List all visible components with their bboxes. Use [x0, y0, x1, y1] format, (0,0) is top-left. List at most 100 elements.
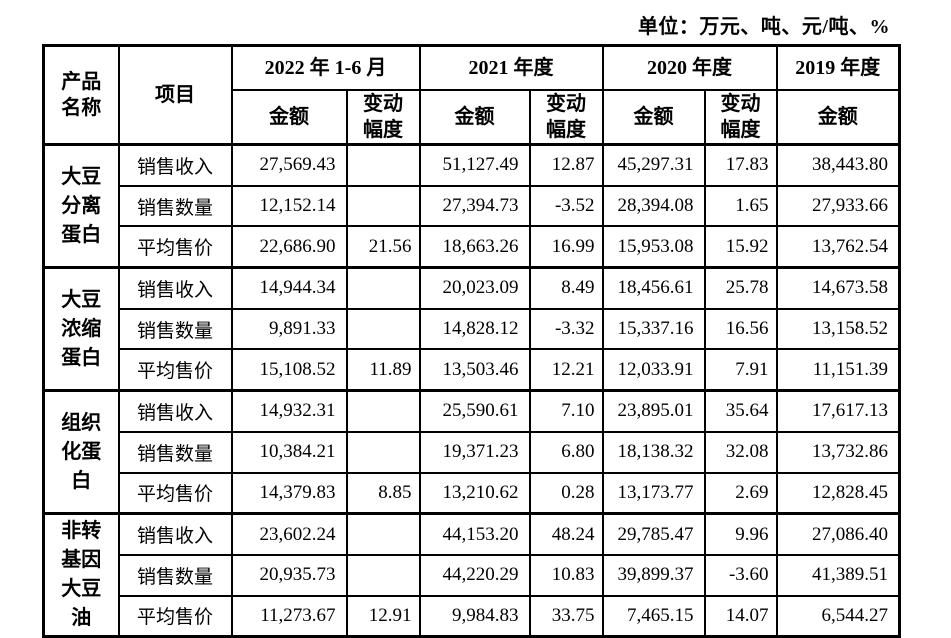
header-period-2021: 2021 年度 [418, 44, 604, 91]
product-cell: 非转基因大豆油 [42, 512, 120, 638]
amount-cell: 25,590.61 [418, 389, 531, 433]
item-cell: 销售收入 [117, 389, 233, 433]
header-change-2022: 变动幅度 [345, 89, 421, 146]
item-cell: 销售数量 [117, 553, 233, 597]
change-cell: 0.28 [528, 471, 604, 515]
table-row: 非转基因大豆油 销售收入 23,602.24 44,153.20 48.24 2… [42, 512, 901, 638]
change-cell: 1.65 [703, 184, 778, 228]
change-cell: 12.87 [528, 142, 604, 187]
product-sales-table: 产品名称 项目 2022 年 1-6 月 2021 年度 2020 年度 201… [42, 44, 902, 638]
amount-cell: 6,544.27 [775, 594, 901, 638]
amount-cell: 18,138.32 [601, 430, 706, 474]
amount-cell: 17,617.13 [775, 389, 901, 433]
change-cell: 7.91 [703, 348, 778, 392]
amount-cell: 15,337.16 [601, 307, 706, 351]
amount-cell: 18,663.26 [418, 225, 531, 269]
item-cell: 平均售价 [117, 225, 233, 269]
item-cell: 销售数量 [117, 184, 233, 228]
header-amount-2021: 金额 [418, 89, 531, 146]
change-cell: 32.08 [703, 430, 778, 474]
amount-cell: 22,686.90 [230, 225, 348, 269]
change-cell: 16.56 [703, 307, 778, 351]
header-amount-2020: 金额 [601, 89, 706, 146]
table-row: 销售数量 10,384.21 19,371.23 6.80 18,138.32 … [44, 430, 901, 474]
change-cell: -3.52 [528, 184, 604, 228]
change-cell: 21.56 [345, 225, 421, 269]
amount-cell: 13,762.54 [775, 225, 901, 269]
item-cell: 销售收入 [117, 512, 233, 556]
item-cell: 销售收入 [117, 142, 233, 187]
amount-cell: 9,984.83 [418, 594, 531, 638]
amount-cell: 20,023.09 [418, 266, 531, 310]
header-period-2019: 2019 年度 [775, 44, 901, 91]
amount-cell: 44,220.29 [418, 553, 531, 597]
item-cell: 平均售价 [117, 348, 233, 392]
item-cell: 销售收入 [117, 266, 233, 310]
item-cell: 销售数量 [117, 307, 233, 351]
amount-cell: 45,297.31 [601, 142, 706, 187]
header-change-2021: 变动幅度 [528, 89, 604, 146]
amount-cell: 10,384.21 [230, 430, 348, 474]
amount-cell: 27,933.66 [775, 184, 901, 228]
change-cell [345, 512, 421, 556]
header-period-2022: 2022 年 1-6 月 [230, 44, 421, 91]
amount-cell: 11,151.39 [775, 348, 901, 392]
amount-cell: 23,895.01 [601, 389, 706, 433]
change-cell: 8.85 [345, 471, 421, 515]
amount-cell: 7,465.15 [601, 594, 706, 638]
header-change-2020: 变动幅度 [703, 89, 778, 146]
header-period-2020: 2020 年度 [601, 44, 778, 91]
table-row: 平均售价 14,379.83 8.85 13,210.62 0.28 13,17… [44, 471, 901, 515]
item-cell: 平均售价 [117, 471, 233, 515]
change-cell: 12.21 [528, 348, 604, 392]
amount-cell: 13,503.46 [418, 348, 531, 392]
change-cell: 10.83 [528, 553, 604, 597]
change-cell: 11.89 [345, 348, 421, 392]
change-cell [345, 142, 421, 187]
product-cell: 大豆浓缩蛋白 [42, 266, 120, 392]
amount-cell: 38,443.80 [775, 142, 901, 187]
table-row: 平均售价 11,273.67 12.91 9,984.83 33.75 7,46… [44, 594, 901, 638]
change-cell [345, 266, 421, 310]
amount-cell: 12,152.14 [230, 184, 348, 228]
change-cell: 17.83 [703, 142, 778, 187]
amount-cell: 13,210.62 [418, 471, 531, 515]
change-cell: 25.78 [703, 266, 778, 310]
amount-cell: 12,828.45 [775, 471, 901, 515]
table-row: 销售数量 9,891.33 14,828.12 -3.32 15,337.16 … [44, 307, 901, 351]
change-cell [345, 430, 421, 474]
amount-cell: 11,273.67 [230, 594, 348, 638]
header-product-name: 产品名称 [42, 44, 120, 146]
amount-cell: 39,899.37 [601, 553, 706, 597]
change-cell: 16.99 [528, 225, 604, 269]
change-cell: 7.10 [528, 389, 604, 433]
amount-cell: 14,932.31 [230, 389, 348, 433]
change-cell [345, 389, 421, 433]
amount-cell: 13,158.52 [775, 307, 901, 351]
change-cell: -3.60 [703, 553, 778, 597]
item-cell: 销售数量 [117, 430, 233, 474]
change-cell: 14.07 [703, 594, 778, 638]
amount-cell: 15,953.08 [601, 225, 706, 269]
change-cell [345, 553, 421, 597]
amount-cell: 12,033.91 [601, 348, 706, 392]
product-cell: 大豆分离蛋白 [42, 142, 120, 269]
amount-cell: 19,371.23 [418, 430, 531, 474]
amount-cell: 41,389.51 [775, 553, 901, 597]
change-cell: 2.69 [703, 471, 778, 515]
amount-cell: 13,173.77 [601, 471, 706, 515]
change-cell: 12.91 [345, 594, 421, 638]
amount-cell: 27,086.40 [775, 512, 901, 556]
table-row: 销售数量 20,935.73 44,220.29 10.83 39,899.37… [44, 553, 901, 597]
change-cell: 8.49 [528, 266, 604, 310]
header-amount-2019: 金额 [775, 89, 901, 146]
amount-cell: 14,944.34 [230, 266, 348, 310]
amount-cell: 13,732.86 [775, 430, 901, 474]
amount-cell: 18,456.61 [601, 266, 706, 310]
amount-cell: 15,108.52 [230, 348, 348, 392]
amount-cell: 27,569.43 [230, 142, 348, 187]
table-row: 销售数量 12,152.14 27,394.73 -3.52 28,394.08… [44, 184, 901, 228]
amount-cell: 27,394.73 [418, 184, 531, 228]
product-cell: 组织化蛋白 [42, 389, 120, 515]
change-cell: 15.92 [703, 225, 778, 269]
